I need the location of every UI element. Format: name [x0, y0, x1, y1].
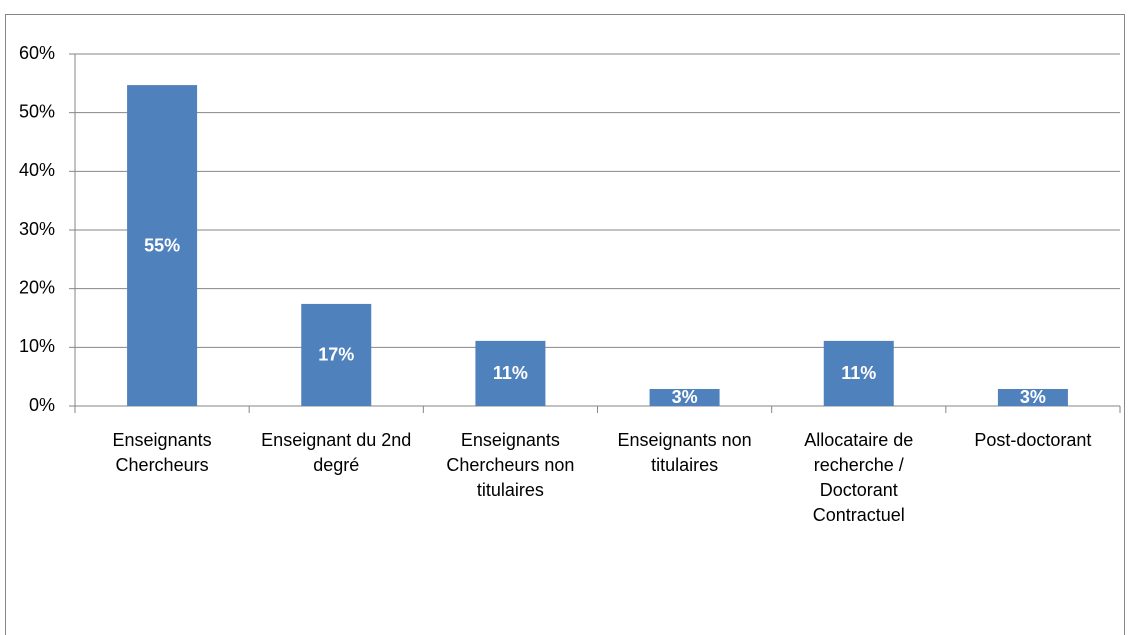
data-label: 3% — [1020, 387, 1046, 407]
data-label: 11% — [493, 363, 528, 383]
x-tick-label: Enseignants Chercheurs non titulaires — [446, 430, 575, 500]
y-tick-label: 40% — [19, 160, 55, 180]
y-tick-label: 50% — [19, 101, 55, 121]
y-tick-label: 10% — [19, 336, 55, 356]
x-tick-label: Post-doctorant — [974, 430, 1092, 450]
chart-frame — [5, 14, 1125, 635]
x-tick-label: Allocataire de recherche / Doctorant Con… — [804, 430, 914, 525]
x-tick-label: Enseignant du 2nd degré — [261, 430, 412, 475]
y-tick-label: 0% — [29, 395, 55, 415]
data-label: 55% — [144, 235, 180, 255]
x-tick-label: Enseignants Chercheurs — [112, 430, 212, 475]
bar — [649, 388, 720, 406]
y-tick-label: 20% — [19, 277, 55, 297]
data-label: 11% — [841, 363, 876, 383]
bar — [475, 340, 546, 406]
y-tick-label: 60% — [19, 43, 55, 63]
bar — [127, 85, 198, 407]
data-label: 17% — [318, 345, 354, 365]
bar — [823, 340, 894, 406]
x-tick-label: Enseignants non titulaires — [617, 430, 752, 475]
bar — [301, 303, 372, 406]
data-label: 3% — [672, 387, 698, 407]
bar — [997, 388, 1068, 406]
y-tick-label: 30% — [19, 219, 55, 239]
